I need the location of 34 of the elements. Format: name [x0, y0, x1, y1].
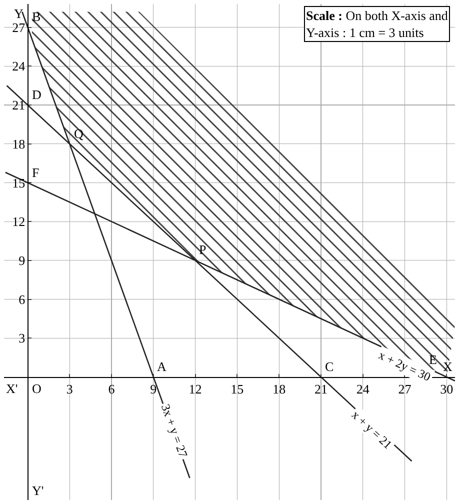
x-tick-label: 15: [230, 382, 244, 397]
annotation: Q: [74, 126, 84, 141]
x-tick-label: 18: [272, 382, 286, 397]
y-tick-label: 3: [18, 330, 26, 346]
text: x + y = 21: [348, 408, 395, 452]
x-tick-label: 27: [398, 382, 412, 397]
annotation: Y: [14, 6, 24, 21]
annotation: Y': [32, 483, 44, 498]
annotation: Scale : On both X-axis and Y-axis : 1 cm = 3 units: [306, 8, 448, 40]
y-tick-label: 12: [12, 214, 26, 230]
x-tick-label: 30: [440, 382, 454, 397]
x-tick-label: 12: [188, 382, 202, 397]
annotation: C: [325, 359, 334, 374]
annotation: B: [32, 9, 41, 24]
annotation: X': [6, 381, 18, 396]
annotation: F: [32, 165, 40, 180]
text: 3x + y = 27: [158, 402, 190, 460]
y-tick-label: 24: [12, 58, 26, 74]
annotation: O: [32, 381, 42, 396]
y-tick-label: 6: [18, 292, 26, 307]
annotation: P: [199, 242, 206, 257]
annotation: D: [32, 87, 42, 102]
x-tick-label: 3: [66, 382, 73, 397]
y-tick-label: 15: [12, 175, 26, 190]
x-tick-label: 6: [108, 382, 116, 397]
annotation: X: [443, 359, 453, 374]
x-tick-label: 9: [150, 382, 157, 397]
y-tick-label: 21: [12, 98, 26, 113]
y-tick-label: 18: [12, 136, 26, 152]
annotation: A: [157, 359, 167, 374]
y-tick-label: 9: [18, 252, 26, 268]
x-tick-label: 24: [356, 382, 370, 397]
y-tick-label: 27: [12, 20, 26, 35]
x-tick-label: 21: [314, 382, 328, 397]
